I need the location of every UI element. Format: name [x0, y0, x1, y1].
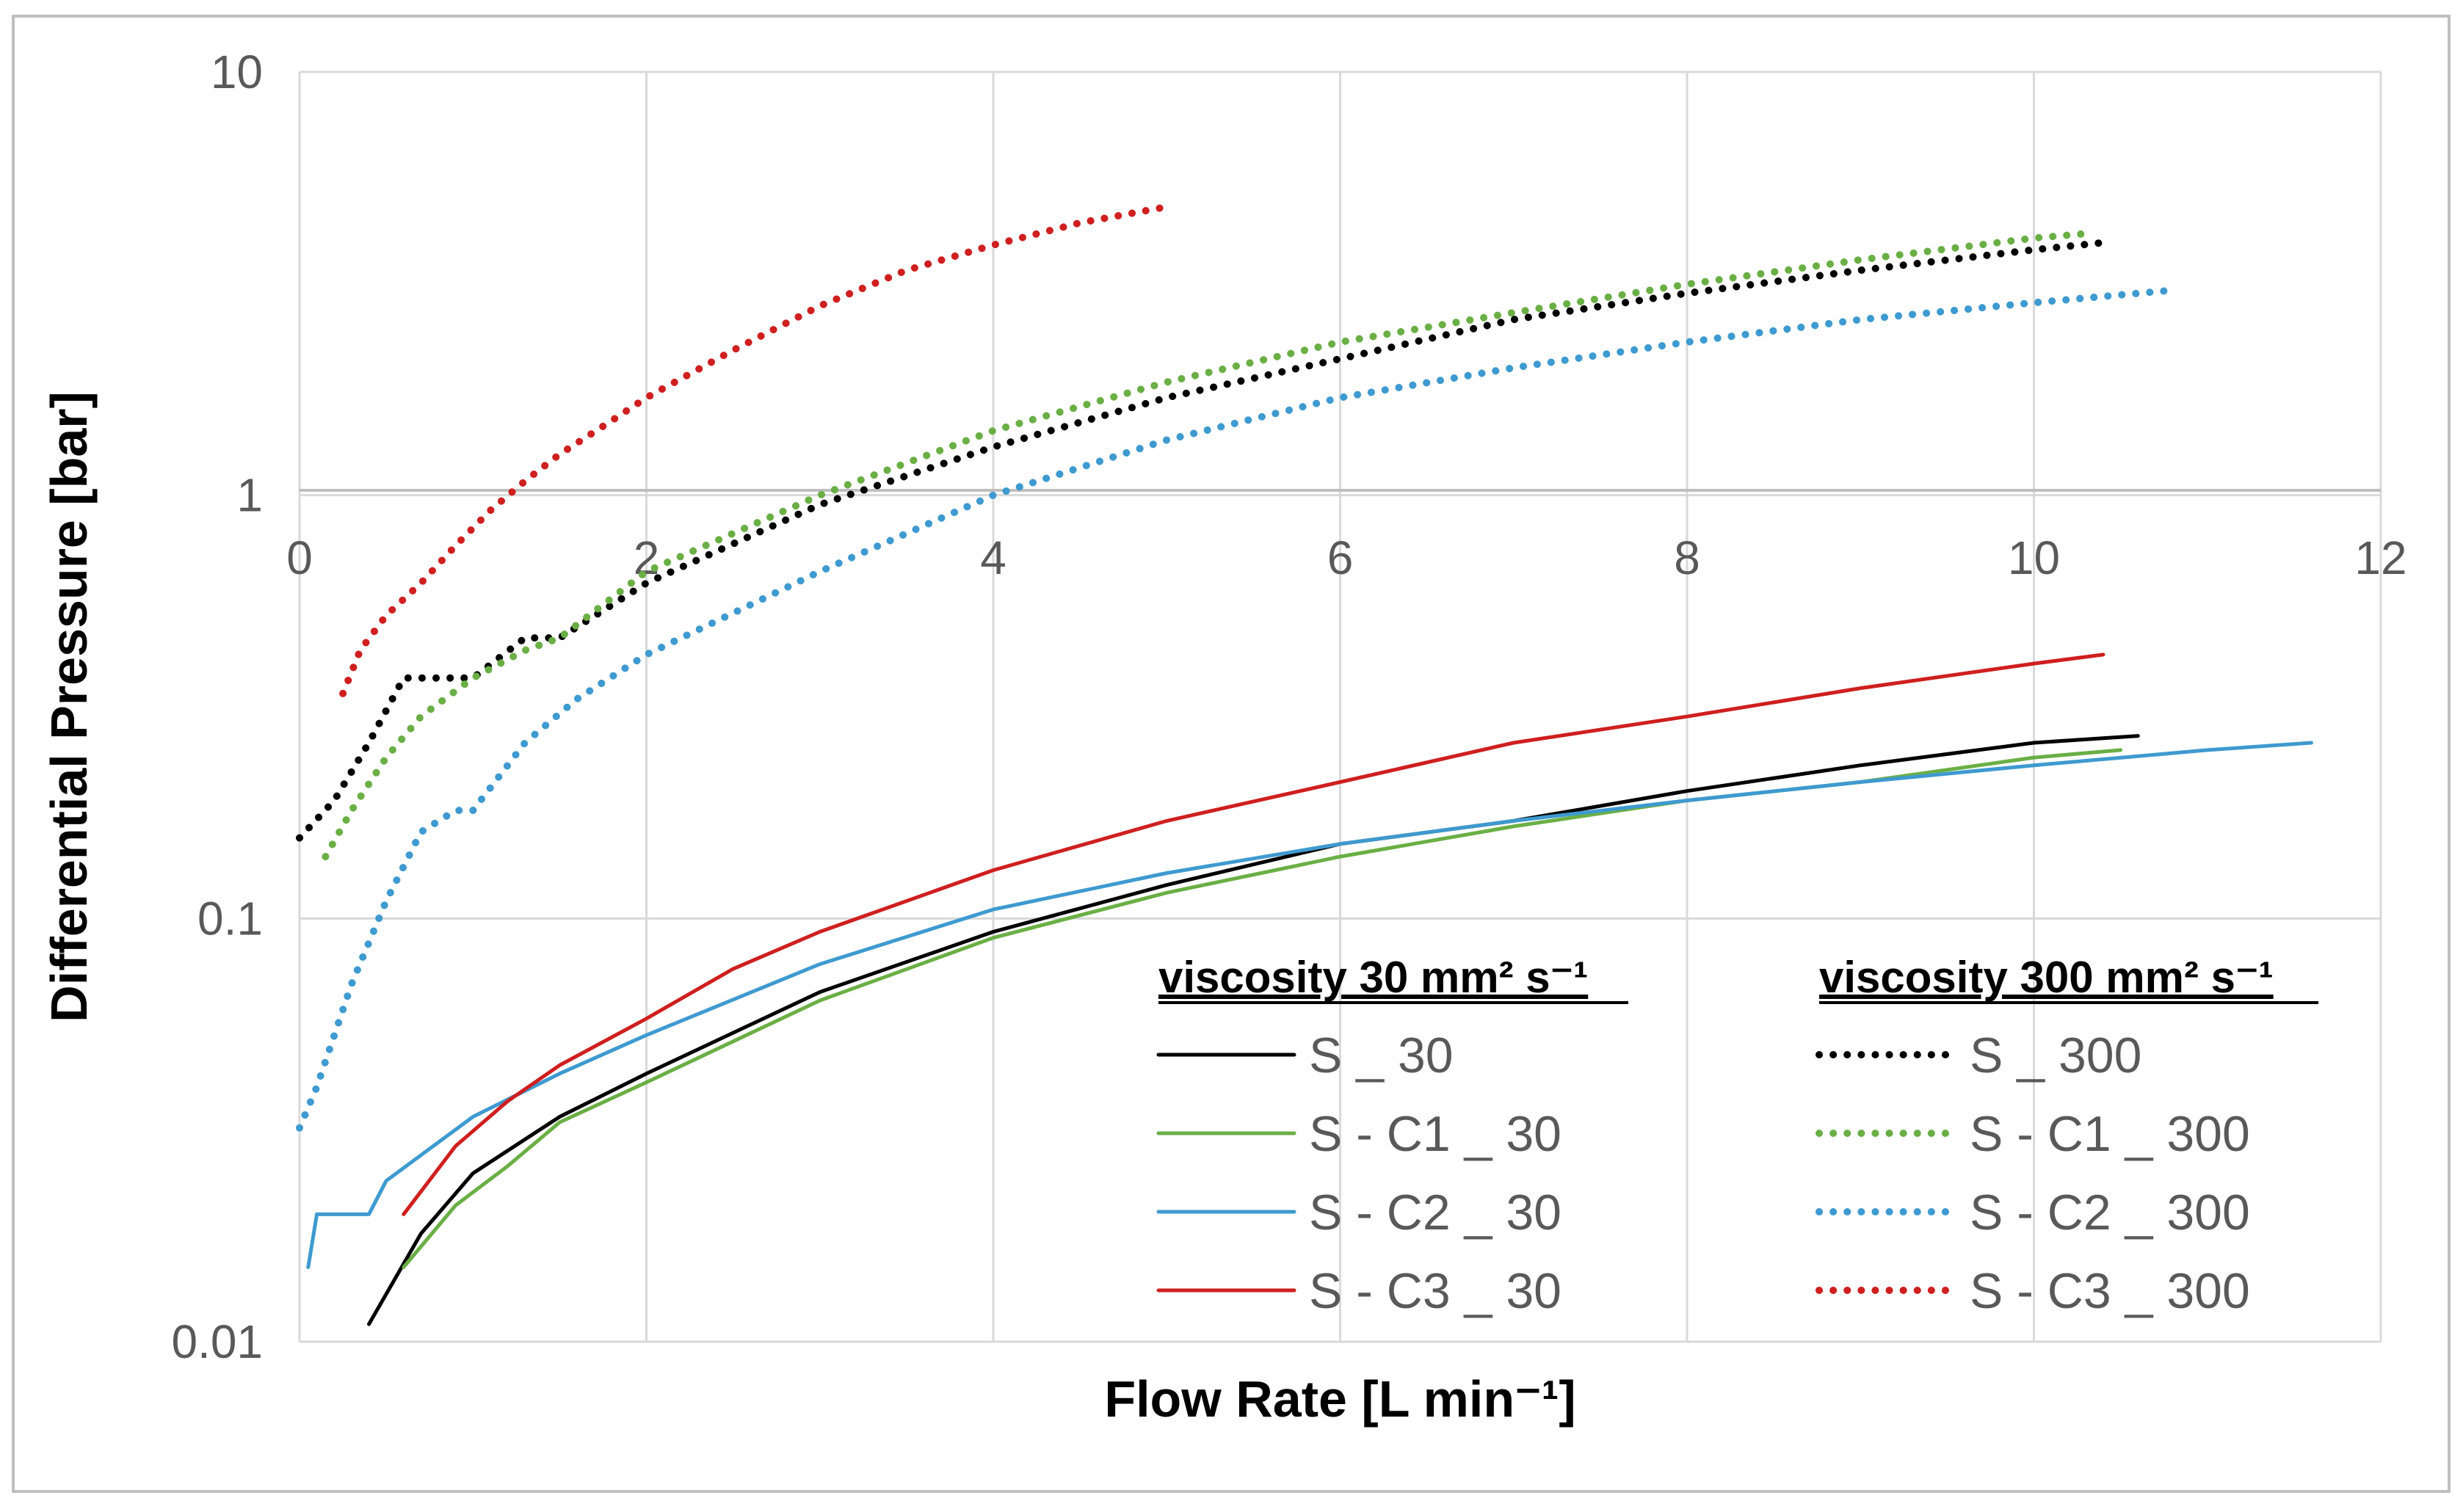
series-line: [402, 653, 2105, 1216]
y-tick-label: 1: [236, 469, 263, 522]
legend-heading: viscosity 300 mm² s⁻¹: [1819, 953, 2274, 1002]
series-line: [296, 286, 2177, 1132]
x-tick-label: 8: [1674, 531, 1700, 584]
legend-label: S - C1 _ 300: [1970, 1106, 2250, 1162]
x-tick-label: 6: [1327, 531, 1354, 584]
y-tick-label: 0.1: [197, 892, 263, 945]
y-axis-title: Differential Pressure [bar]: [40, 391, 98, 1022]
chart-border: [12, 15, 2451, 1493]
legend-label: S _ 300: [1970, 1028, 2141, 1083]
x-tick-label: 12: [2354, 531, 2406, 584]
x-tick-label: 0: [286, 531, 313, 584]
series-line: [306, 741, 2313, 1269]
series-line: [322, 230, 2090, 861]
y-tick-label: 0.01: [171, 1315, 263, 1368]
y-tick-label: 10: [211, 46, 263, 98]
legend-label: S - C1 _ 30: [1309, 1106, 1561, 1162]
legend-label: S - C2 _ 300: [1970, 1185, 2250, 1240]
x-axis-title: Flow Rate [L min⁻¹]: [1104, 1370, 1575, 1428]
legend-label: S - C3 _ 30: [1309, 1263, 1561, 1319]
series-line: [339, 203, 1171, 697]
legend-label: S - C3 _ 300: [1970, 1263, 2250, 1319]
x-tick-label: 4: [980, 531, 1006, 584]
y-tick-labels: 10 1 0.1 0.01: [171, 46, 263, 1368]
legend-label: S _ 30: [1309, 1028, 1454, 1083]
legend-label: S - C2 _ 30: [1309, 1185, 1561, 1240]
series-line: [367, 734, 2140, 1326]
legend-heading: viscosity 30 mm² s⁻¹: [1158, 953, 1588, 1002]
series-layer: [296, 203, 2313, 1326]
x-tick-label: 10: [2008, 531, 2060, 584]
x-tick-labels: 0 2 4 6 8 10 12: [286, 531, 2406, 584]
legend: viscosity 30 mm² s⁻¹ S _ 30 S - C1 _ 30 S -…: [1156, 953, 2318, 1319]
series-line: [296, 239, 2107, 842]
